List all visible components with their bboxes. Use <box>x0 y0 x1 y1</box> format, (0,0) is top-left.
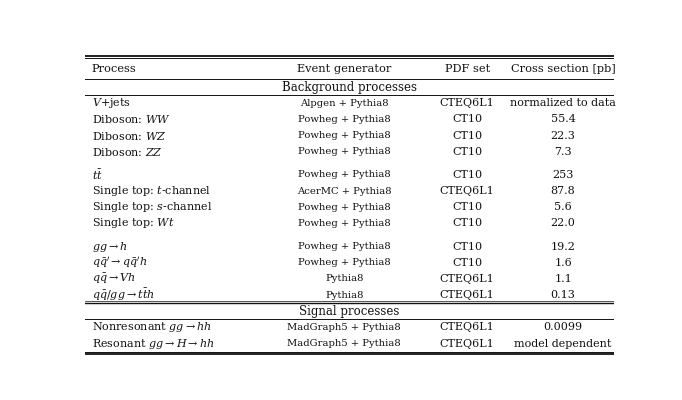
Text: Background processes: Background processes <box>282 81 417 94</box>
Text: AcerMC + Pythia8: AcerMC + Pythia8 <box>297 187 391 196</box>
Text: Resonant $gg\rightarrow H\rightarrow hh$: Resonant $gg\rightarrow H\rightarrow hh$ <box>91 337 214 351</box>
Text: Process: Process <box>91 64 136 74</box>
Text: Nonresonant $gg\rightarrow hh$: Nonresonant $gg\rightarrow hh$ <box>91 320 211 334</box>
Text: 19.2: 19.2 <box>550 242 576 252</box>
Text: Powheg + Pythia8: Powheg + Pythia8 <box>298 131 391 140</box>
Text: normalized to data: normalized to data <box>510 98 616 108</box>
Text: CTEQ6L1: CTEQ6L1 <box>440 322 494 332</box>
Text: Single top: $s$-channel: Single top: $s$-channel <box>91 200 212 214</box>
Text: CT10: CT10 <box>452 114 482 124</box>
Text: CTEQ6L1: CTEQ6L1 <box>440 274 494 284</box>
Text: CTEQ6L1: CTEQ6L1 <box>440 98 494 108</box>
Text: 22.3: 22.3 <box>550 131 576 141</box>
Text: PDF set: PDF set <box>445 64 490 74</box>
Text: Powheg + Pythia8: Powheg + Pythia8 <box>298 258 391 267</box>
Text: $V$+jets: $V$+jets <box>91 96 130 110</box>
Text: Diboson: $WW$: Diboson: $WW$ <box>91 114 170 126</box>
Text: MadGraph5 + Pythia8: MadGraph5 + Pythia8 <box>287 323 401 332</box>
Text: Diboson: $ZZ$: Diboson: $ZZ$ <box>91 146 162 158</box>
Text: Powheg + Pythia8: Powheg + Pythia8 <box>298 170 391 180</box>
Text: CT10: CT10 <box>452 131 482 141</box>
Text: CT10: CT10 <box>452 202 482 212</box>
Text: 22.0: 22.0 <box>550 218 576 228</box>
Text: CTEQ6L1: CTEQ6L1 <box>440 186 494 196</box>
Text: Event generator: Event generator <box>297 64 391 74</box>
Text: CTEQ6L1: CTEQ6L1 <box>440 339 494 349</box>
Text: Powheg + Pythia8: Powheg + Pythia8 <box>298 115 391 124</box>
Text: Powheg + Pythia8: Powheg + Pythia8 <box>298 242 391 251</box>
Text: Alpgen + Pythia8: Alpgen + Pythia8 <box>300 99 389 108</box>
Text: $q\bar{q}/gg\rightarrow t\bar{t}h$: $q\bar{q}/gg\rightarrow t\bar{t}h$ <box>91 287 154 303</box>
Text: Powheg + Pythia8: Powheg + Pythia8 <box>298 147 391 156</box>
Text: CTEQ6L1: CTEQ6L1 <box>440 290 494 300</box>
Text: MadGraph5 + Pythia8: MadGraph5 + Pythia8 <box>287 339 401 348</box>
Text: Diboson: $WZ$: Diboson: $WZ$ <box>91 130 166 142</box>
Text: Signal processes: Signal processes <box>299 305 400 318</box>
Text: Single top: $Wt$: Single top: $Wt$ <box>91 216 174 230</box>
Text: $t\bar{t}$: $t\bar{t}$ <box>91 168 102 182</box>
Text: CT10: CT10 <box>452 170 482 180</box>
Text: Single top: $t$-channel: Single top: $t$-channel <box>91 184 211 198</box>
Text: 5.6: 5.6 <box>554 202 572 212</box>
Text: 0.13: 0.13 <box>550 290 576 300</box>
Text: $q\bar{q}'\rightarrow q\bar{q}'h$: $q\bar{q}'\rightarrow q\bar{q}'h$ <box>91 255 147 270</box>
Text: 55.4: 55.4 <box>550 114 576 124</box>
Text: 253: 253 <box>552 170 574 180</box>
Text: model dependent: model dependent <box>514 339 612 349</box>
Text: Pythia8: Pythia8 <box>325 274 364 284</box>
Text: 7.3: 7.3 <box>554 147 572 157</box>
Text: CT10: CT10 <box>452 147 482 157</box>
Text: Powheg + Pythia8: Powheg + Pythia8 <box>298 203 391 212</box>
Text: Cross section [pb]: Cross section [pb] <box>511 64 615 74</box>
Text: $gg\rightarrow h$: $gg\rightarrow h$ <box>91 240 128 254</box>
Text: 1.1: 1.1 <box>554 274 572 284</box>
Text: $q\bar{q}\rightarrow Vh$: $q\bar{q}\rightarrow Vh$ <box>91 272 136 286</box>
Text: Pythia8: Pythia8 <box>325 291 364 300</box>
Text: CT10: CT10 <box>452 258 482 268</box>
Text: CT10: CT10 <box>452 242 482 252</box>
Text: Powheg + Pythia8: Powheg + Pythia8 <box>298 219 391 228</box>
Text: 1.6: 1.6 <box>554 258 572 268</box>
Text: 87.8: 87.8 <box>550 186 576 196</box>
Text: 0.0099: 0.0099 <box>544 322 582 332</box>
Text: CT10: CT10 <box>452 218 482 228</box>
